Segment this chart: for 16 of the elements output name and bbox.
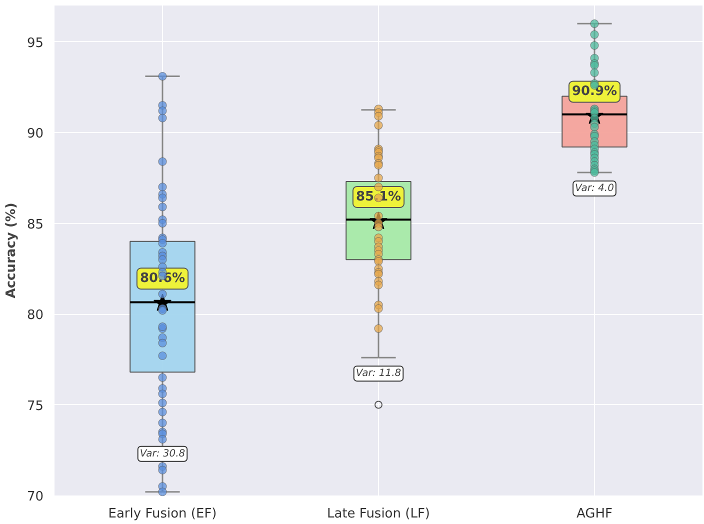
y-tick-label: 95: [26, 36, 44, 51]
y-tick-label: 70: [26, 490, 44, 504]
y-tick-label: 90: [26, 126, 44, 142]
x-tick-label: Late Fusion (LF): [326, 506, 430, 522]
annotation: Var: 11.8: [356, 368, 402, 380]
annotation: 85.1%: [356, 189, 402, 204]
annotation: 80.6%: [140, 271, 186, 286]
y-tick-label: 80: [26, 308, 44, 324]
y-tick-label: 85: [26, 217, 44, 232]
x-tick-label: Early Fusion (EF): [108, 506, 217, 522]
annotation: Var: 30.8: [140, 448, 186, 460]
annotation: Var: 4.0: [575, 182, 614, 194]
x-tick-label: AGHF: [576, 506, 613, 522]
y-axis-title: Accuracy (%): [4, 202, 19, 298]
y-tick-label: 75: [26, 398, 44, 414]
annotation: 90.9%: [572, 84, 618, 100]
